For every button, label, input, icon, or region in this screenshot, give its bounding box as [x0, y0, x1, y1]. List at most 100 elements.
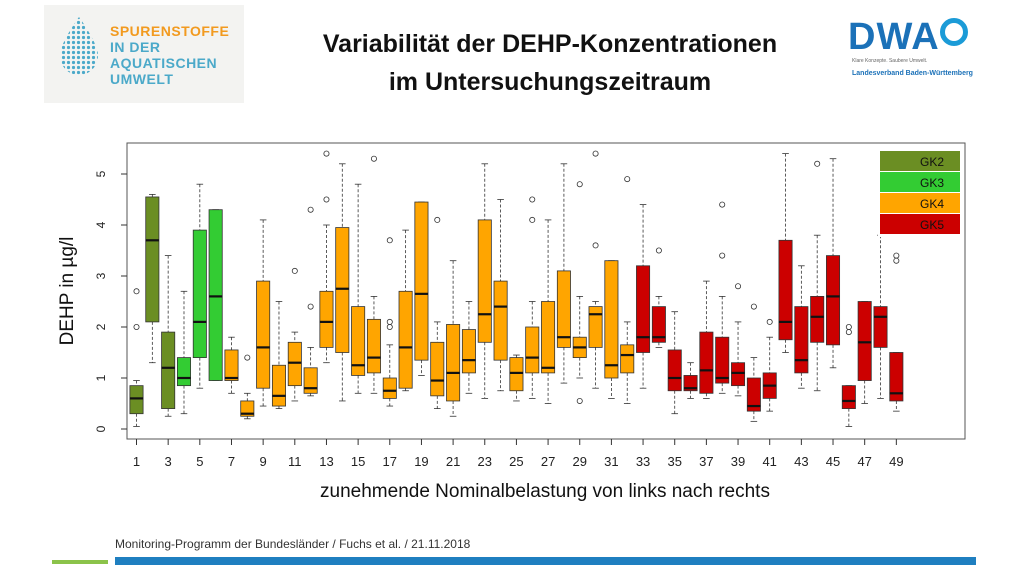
x-tick-label: 41 — [762, 454, 776, 469]
x-tick-label: 13 — [319, 454, 333, 469]
box-41 — [762, 318, 777, 412]
footer-citation: Monitoring-Programm der Bundesländer / F… — [115, 537, 471, 551]
outlier-point — [719, 252, 726, 259]
outlier-point — [814, 160, 821, 167]
x-tick-label: 37 — [699, 454, 713, 469]
outlier-point — [655, 247, 662, 254]
box-14 — [335, 163, 350, 402]
box-24 — [493, 199, 508, 392]
box-5 — [192, 183, 207, 389]
box-body — [287, 341, 302, 387]
box-48 — [873, 234, 888, 399]
x-tick-label: 11 — [288, 454, 302, 469]
legend-label: GK3 — [920, 176, 944, 190]
box-body — [651, 306, 666, 343]
outlier-point — [386, 237, 393, 244]
box-47 — [857, 301, 872, 404]
box-body — [446, 324, 461, 402]
x-tick-label: 17 — [383, 454, 397, 469]
box-49 — [889, 252, 904, 412]
x-tick-label: 47 — [857, 454, 871, 469]
box-46 — [841, 323, 856, 427]
outlier-point — [845, 323, 852, 330]
x-tick-label: 21 — [446, 454, 460, 469]
box-29 — [572, 181, 587, 404]
page-title: Variabilität der DEHP-Konzentrationen — [322, 30, 778, 58]
box-32 — [620, 176, 635, 404]
x-tick-label: 29 — [573, 454, 587, 469]
box-body — [556, 270, 571, 348]
outlier-point — [624, 176, 631, 183]
outlier-point — [386, 323, 393, 330]
box-37 — [699, 280, 714, 399]
x-tick-label: 49 — [889, 454, 903, 469]
legend-swatch — [880, 151, 960, 171]
box-body — [351, 306, 366, 376]
y-tick-label: 0 — [94, 425, 108, 432]
box-body — [319, 290, 334, 348]
box-body — [778, 239, 793, 341]
box-10 — [271, 301, 286, 410]
outlier-point — [893, 257, 900, 264]
box-body — [382, 377, 397, 399]
box-body — [857, 301, 872, 381]
footer-bar — [115, 557, 976, 565]
plot-frame — [126, 142, 966, 440]
outlier-point — [845, 329, 852, 336]
box-body — [271, 364, 286, 407]
box-body — [889, 352, 904, 402]
box-body — [335, 227, 350, 353]
box-43 — [794, 265, 809, 389]
box-44 — [810, 160, 825, 392]
outlier-point — [750, 303, 757, 310]
x-tick-label: 3 — [165, 454, 172, 469]
box-3 — [161, 255, 176, 417]
box-11 — [287, 267, 302, 402]
x-axis-label: zunehmende Nominalbelastung von links na… — [320, 481, 770, 502]
box-body — [240, 400, 255, 417]
outlier-point — [370, 155, 377, 162]
outlier-point — [133, 288, 140, 295]
box-body — [794, 306, 809, 374]
outlier-point — [735, 283, 742, 290]
box-34 — [651, 247, 666, 348]
outlier-point — [529, 196, 536, 203]
x-tick-label: 1 — [133, 454, 140, 469]
legend-swatch — [880, 214, 960, 234]
dwa-logo-text: DWA — [848, 16, 940, 58]
x-tick-label: 9 — [260, 454, 267, 469]
y-axis-label: DEHP in µg/l — [57, 237, 78, 346]
box-6 — [208, 209, 223, 381]
box-body — [303, 367, 318, 394]
x-tick-label: 45 — [826, 454, 840, 469]
outlier-point — [719, 201, 726, 208]
box-body — [176, 357, 191, 387]
box-body — [746, 377, 761, 412]
outlier-point — [307, 206, 314, 213]
x-tick-label: 7 — [228, 454, 235, 469]
outlier-point — [766, 318, 773, 325]
box-9 — [256, 219, 271, 407]
outlier-point — [323, 196, 330, 203]
outlier-point — [434, 216, 441, 223]
box-21 — [446, 260, 461, 417]
box-body — [192, 229, 207, 359]
box-31 — [604, 260, 619, 399]
box-body — [604, 260, 619, 379]
y-tick-label: 2 — [94, 323, 108, 330]
box-20 — [430, 216, 445, 410]
box-45 — [826, 158, 841, 369]
box-39 — [731, 283, 746, 397]
box-body — [810, 295, 825, 343]
logo-line3: AQUATISCHEN — [110, 55, 218, 71]
outlier-point — [307, 303, 314, 310]
spurenstoffe-logo: SPURENSTOFFE IN DER AQUATISCHEN UMWELT — [44, 5, 244, 103]
box-12 — [303, 206, 318, 397]
box-body — [683, 375, 698, 392]
x-tick-label: 19 — [414, 454, 428, 469]
dwa-subtitle: Landesverband Baden-Württemberg — [852, 70, 973, 77]
logo-line4: UMWELT — [110, 71, 174, 87]
box-body — [366, 318, 381, 374]
box-23 — [477, 163, 492, 399]
